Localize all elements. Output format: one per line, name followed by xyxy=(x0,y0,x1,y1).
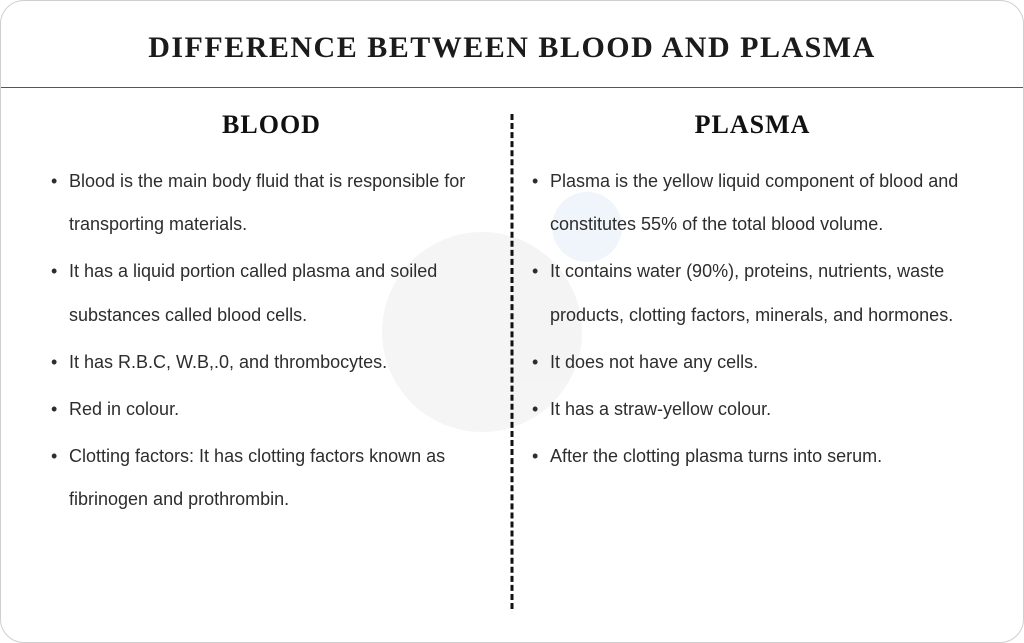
list-item: It does not have any cells. xyxy=(532,341,973,384)
list-item: Red in colour. xyxy=(51,388,492,431)
list-item: It has a liquid portion called plasma an… xyxy=(51,250,492,336)
column-heading-plasma: PLASMA xyxy=(532,110,973,140)
title-wrap: DIFFERENCE BETWEEN BLOOD AND PLASMA xyxy=(1,1,1023,65)
column-heading-blood: BLOOD xyxy=(51,110,492,140)
list-item: Clotting factors: It has clotting factor… xyxy=(51,435,492,521)
comparison-card: DIFFERENCE BETWEEN BLOOD AND PLASMA BLOO… xyxy=(0,0,1024,643)
vertical-divider xyxy=(511,114,514,609)
columns: BLOOD Blood is the main body fluid that … xyxy=(1,88,1023,629)
blood-list: Blood is the main body fluid that is res… xyxy=(51,160,492,522)
list-item: After the clotting plasma turns into ser… xyxy=(532,435,973,478)
list-item: It contains water (90%), proteins, nutri… xyxy=(532,250,973,336)
column-plasma: PLASMA Plasma is the yellow liquid compo… xyxy=(512,110,993,629)
list-item: It has R.B.C, W.B,.0, and thrombocytes. xyxy=(51,341,492,384)
plasma-list: Plasma is the yellow liquid component of… xyxy=(532,160,973,478)
list-item: It has a straw-yellow colour. xyxy=(532,388,973,431)
page-title: DIFFERENCE BETWEEN BLOOD AND PLASMA xyxy=(1,31,1023,65)
list-item: Plasma is the yellow liquid component of… xyxy=(532,160,973,246)
list-item: Blood is the main body fluid that is res… xyxy=(51,160,492,246)
column-blood: BLOOD Blood is the main body fluid that … xyxy=(31,110,512,629)
